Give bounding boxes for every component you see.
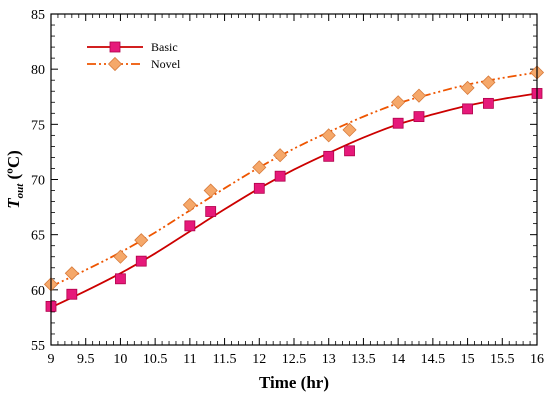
x-tick-label: 12.5 [282,352,307,367]
x-tick-label: 13 [322,352,336,367]
y-axis-title-main: T [4,198,23,209]
x-tick-label: 11.5 [213,352,237,367]
y-tick-label: 80 [31,63,45,78]
data-point-novel [252,160,267,175]
x-tick-label: 9 [48,352,55,367]
legend-item-basic: Basic [87,40,178,54]
data-point-novel [182,197,197,212]
y-axis-title-unit: (ºC) [4,150,23,183]
data-point-basic [323,150,335,162]
legend-marker [109,41,121,53]
data-point-basic [344,145,355,157]
data-point-novel [411,88,427,103]
legend-label: Novel [151,57,181,71]
x-tick-label: 9.5 [77,352,95,367]
x-tick-label: 14 [391,352,405,367]
legend: Basic Novel [87,40,181,72]
series-layer [43,65,545,312]
y-tick-label: 65 [31,229,45,244]
x-tick-label: 12 [252,352,266,367]
x-tick-label: 10 [113,352,127,367]
data-point-novel [481,75,496,90]
data-point-basic [135,255,147,267]
x-tick-label: 11 [183,352,196,367]
x-tick-label: 10.5 [143,352,168,367]
series-line-novel [50,71,538,288]
data-point-novel [273,148,288,163]
data-point-novel [134,233,149,248]
data-point-basic [205,206,217,217]
x-tick-label: 15.5 [490,352,515,367]
x-tick-label: 15 [461,352,475,367]
y-tick-label: 55 [31,339,45,354]
data-point-novel [113,249,128,264]
data-point-basic [413,111,425,123]
x-tick-label: 16 [530,352,544,367]
data-point-basic [253,182,265,194]
series-novel [43,65,545,292]
series-basic [45,88,543,312]
y-tick-label: 70 [31,174,45,189]
series-line-basic [50,92,538,309]
data-point-novel [64,266,79,281]
data-point-basic [184,220,196,232]
data-point-basic [392,117,404,129]
y-axis-title: Tout (ºC) [4,150,26,209]
x-tick-label: 14.5 [421,352,446,367]
y-tick-label: 60 [31,284,45,299]
data-point-basic [462,103,473,115]
data-point-novel [460,80,475,95]
data-point-basic [115,273,126,285]
data-point-basic [482,97,494,109]
legend-marker [107,56,123,72]
legend-item-novel: Novel [87,56,181,72]
x-axis-title: Time (hr) [259,373,329,392]
ticks-layer: 9 9.5 10 10.5 11 11.5 12 12.5 13 13.5 14 14.5 15 15.5… [31,8,544,367]
data-point-novel [321,128,336,143]
data-point-basic [274,170,286,182]
y-axis-title-subscript: out [14,183,26,199]
y-tick-label: 85 [31,8,45,23]
plot-frame [50,13,538,346]
legend-label: Basic [151,40,178,54]
data-point-novel [342,122,357,137]
y-tick-label: 75 [31,118,45,133]
x-tick-label: 13.5 [351,352,376,367]
data-point-novel [203,183,218,198]
data-point-novel [391,95,406,110]
data-point-basic [66,288,78,300]
